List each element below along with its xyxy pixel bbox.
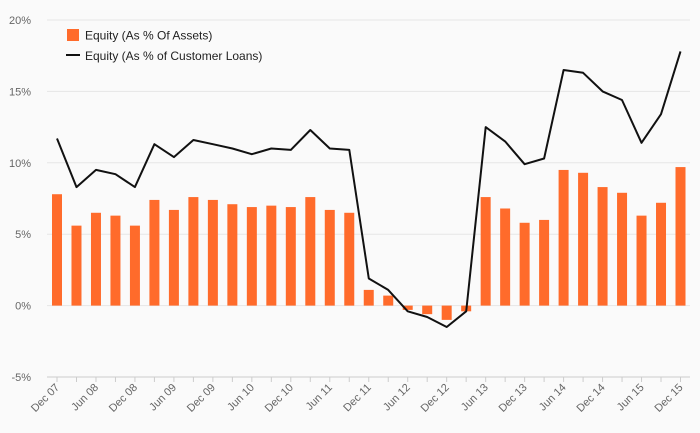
x-tick-label: Dec 15 xyxy=(652,382,685,415)
bar xyxy=(402,305,413,310)
x-tick-label: Jun 08 xyxy=(69,382,101,414)
bar xyxy=(441,305,452,320)
bar xyxy=(246,207,257,306)
x-tick-label: Jun 10 xyxy=(225,382,257,414)
x-tick-label: Jun 13 xyxy=(459,382,491,414)
bar xyxy=(188,197,199,306)
bar xyxy=(636,215,647,306)
bar xyxy=(90,212,101,306)
x-axis: Dec 07 Jun 08 Dec 08 Jun 09 Dec 09 Jun 10 Dec … xyxy=(29,376,690,415)
y-tick-label: 5% xyxy=(15,229,31,241)
bar xyxy=(597,187,608,306)
legend-label-assets: Equity (As % Of Assets) xyxy=(85,29,212,43)
x-tick-label: Dec 14 xyxy=(575,382,608,415)
y-tick-label: 10% xyxy=(9,158,31,170)
x-tick-label: Jun 15 xyxy=(615,382,647,414)
bar-series-assets xyxy=(52,167,686,320)
grid-lines xyxy=(47,19,690,378)
bar xyxy=(344,212,355,306)
bar xyxy=(324,209,335,306)
bar xyxy=(266,205,277,306)
bar xyxy=(149,199,160,306)
bar xyxy=(168,209,179,306)
y-tick-label: 20% xyxy=(9,15,31,27)
x-tick-label: Dec 10 xyxy=(263,382,296,415)
bar xyxy=(578,172,589,306)
bar xyxy=(558,169,569,306)
x-tick-label: Dec 07 xyxy=(29,382,62,415)
x-tick-label: Jun 12 xyxy=(381,382,413,414)
line-series-path xyxy=(56,51,682,328)
bar xyxy=(71,225,82,306)
bar xyxy=(617,192,628,306)
bar xyxy=(519,222,530,306)
bar xyxy=(539,219,550,306)
line-series-customer-loans xyxy=(56,51,682,328)
x-tick-label: Dec 11 xyxy=(341,382,374,415)
bar xyxy=(305,197,316,306)
bar xyxy=(500,208,511,306)
bar xyxy=(285,207,296,306)
x-tick-label: Dec 09 xyxy=(185,382,218,415)
bar xyxy=(383,295,394,306)
x-tick-label: Dec 12 xyxy=(419,382,452,415)
y-tick-label: 0% xyxy=(15,301,31,313)
y-tick-label: -5% xyxy=(11,372,31,384)
x-tick-label: Dec 08 xyxy=(107,382,140,415)
bar xyxy=(52,194,62,306)
bar xyxy=(110,215,121,306)
bar xyxy=(363,289,374,306)
x-tick-label: Jun 11 xyxy=(304,382,335,413)
y-tick-label: 15% xyxy=(9,86,31,98)
bar xyxy=(422,305,433,315)
legend: Equity (As % Of Assets) Equity (As % of … xyxy=(66,29,262,63)
y-axis-tick-labels: -5% 0% 5% 10% 15% 20% xyxy=(9,15,31,384)
x-tick-label: Dec 13 xyxy=(497,382,530,415)
legend-swatch-assets xyxy=(67,29,79,41)
x-tick-label: Jun 14 xyxy=(537,382,569,414)
bar xyxy=(129,225,140,306)
legend-label-customer-loans: Equity (As % of Customer Loans) xyxy=(85,49,262,63)
x-tick-label: Jun 09 xyxy=(147,382,179,414)
bar xyxy=(656,202,667,306)
bar xyxy=(675,167,686,306)
bar xyxy=(227,204,238,306)
bar xyxy=(207,199,218,306)
bar xyxy=(480,197,491,306)
